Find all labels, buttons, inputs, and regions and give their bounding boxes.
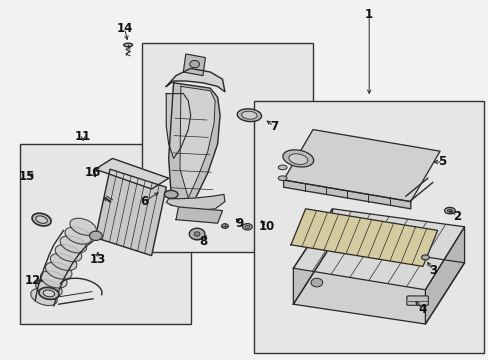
Polygon shape: [293, 209, 464, 290]
Circle shape: [189, 228, 204, 240]
Polygon shape: [183, 54, 205, 76]
Ellipse shape: [237, 109, 261, 122]
Ellipse shape: [447, 209, 451, 212]
Polygon shape: [293, 209, 332, 304]
Ellipse shape: [283, 150, 313, 167]
Text: 14: 14: [116, 22, 133, 35]
Polygon shape: [166, 94, 190, 158]
Ellipse shape: [41, 271, 67, 288]
Ellipse shape: [36, 216, 47, 223]
Polygon shape: [176, 207, 222, 223]
Polygon shape: [168, 83, 220, 209]
Polygon shape: [283, 180, 410, 209]
Text: 3: 3: [428, 264, 436, 276]
Ellipse shape: [242, 224, 252, 230]
Ellipse shape: [45, 262, 72, 279]
Polygon shape: [180, 86, 215, 198]
Circle shape: [310, 278, 322, 287]
Ellipse shape: [444, 207, 454, 214]
Text: 9: 9: [235, 217, 243, 230]
Polygon shape: [425, 227, 464, 324]
Ellipse shape: [278, 176, 286, 180]
Text: 11: 11: [75, 130, 91, 143]
Text: 8: 8: [199, 235, 206, 248]
Polygon shape: [283, 130, 439, 202]
Text: 2: 2: [452, 210, 460, 222]
Ellipse shape: [278, 165, 286, 170]
Polygon shape: [166, 68, 224, 92]
Ellipse shape: [421, 255, 428, 260]
Text: 7: 7: [269, 120, 277, 132]
Ellipse shape: [36, 280, 62, 297]
Text: 5: 5: [438, 156, 446, 168]
Text: 1: 1: [365, 8, 372, 21]
Ellipse shape: [288, 154, 307, 165]
Ellipse shape: [241, 111, 257, 119]
Bar: [254, 101, 483, 353]
Ellipse shape: [65, 227, 91, 244]
Text: 13: 13: [89, 253, 106, 266]
Circle shape: [194, 232, 200, 236]
Ellipse shape: [221, 224, 228, 229]
Bar: [20, 144, 190, 324]
Ellipse shape: [164, 190, 178, 198]
Circle shape: [89, 231, 102, 240]
Ellipse shape: [50, 253, 77, 270]
Polygon shape: [293, 243, 464, 324]
Circle shape: [189, 60, 199, 68]
Polygon shape: [95, 169, 166, 256]
Polygon shape: [166, 194, 224, 211]
Bar: [142, 43, 312, 252]
Ellipse shape: [39, 287, 59, 300]
Ellipse shape: [32, 213, 51, 226]
Ellipse shape: [31, 288, 57, 306]
Text: 4: 4: [418, 303, 426, 316]
Ellipse shape: [55, 244, 81, 262]
Polygon shape: [95, 158, 168, 189]
Ellipse shape: [123, 43, 132, 47]
Ellipse shape: [43, 290, 55, 297]
Ellipse shape: [244, 225, 249, 229]
Text: 12: 12: [25, 274, 41, 287]
Polygon shape: [290, 209, 437, 266]
FancyBboxPatch shape: [406, 296, 427, 305]
Ellipse shape: [70, 218, 96, 235]
Text: 10: 10: [258, 220, 274, 233]
Text: 6: 6: [140, 195, 148, 208]
Ellipse shape: [60, 236, 86, 253]
Text: 16: 16: [84, 166, 101, 179]
Text: 15: 15: [19, 170, 35, 183]
